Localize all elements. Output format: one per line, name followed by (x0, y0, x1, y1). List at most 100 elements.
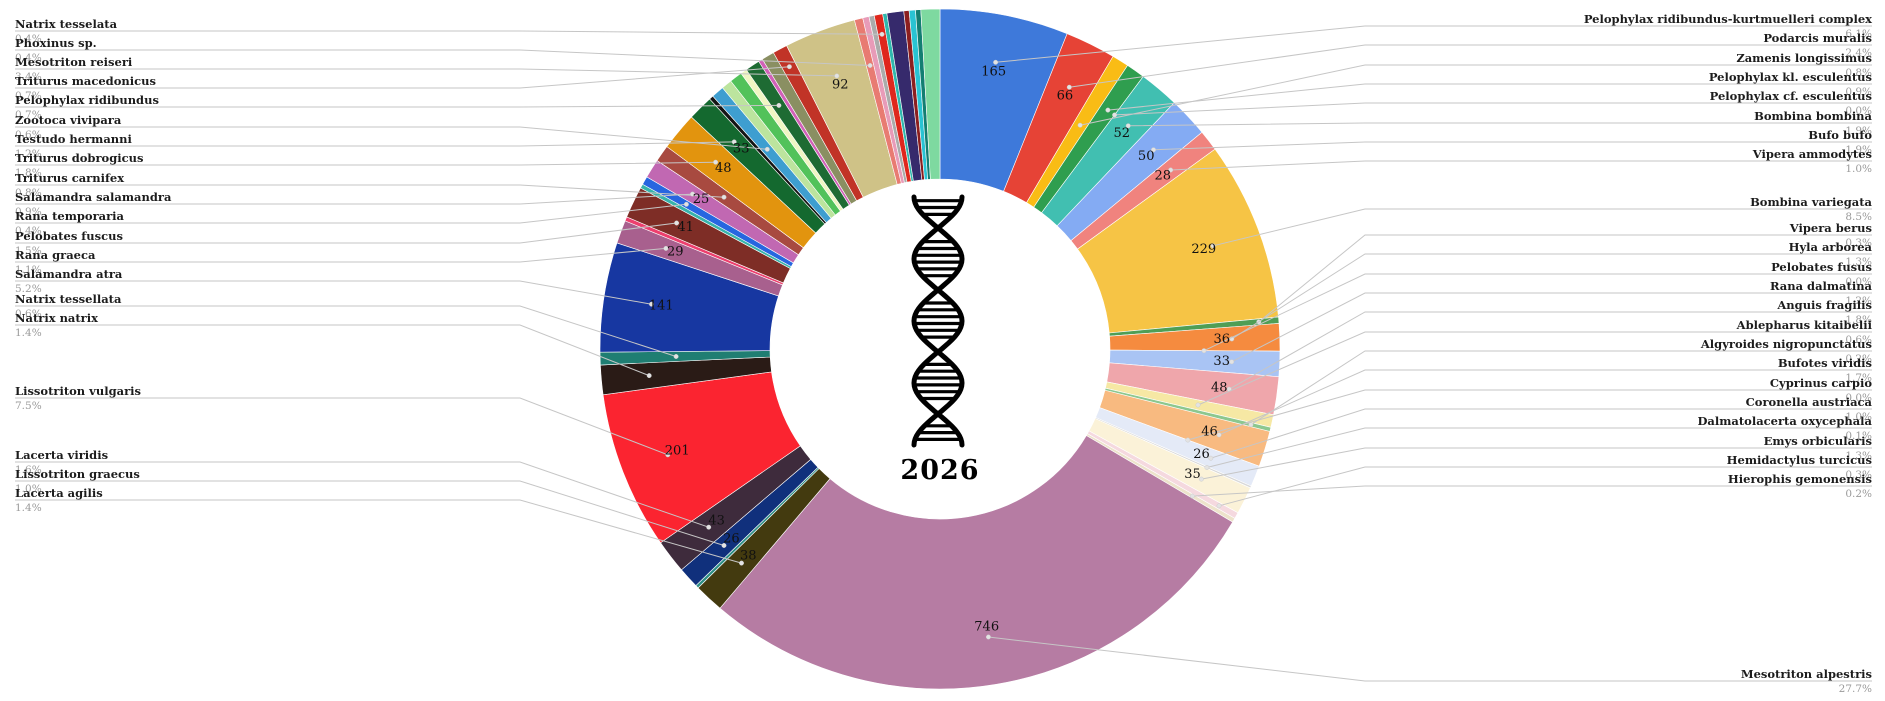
leader-dot (721, 194, 727, 200)
species-callout-label: Ablepharus kitaibelii 0.6% (1368, 319, 1872, 347)
leader-line (1170, 160, 1872, 171)
species-percent: 8.5% (1845, 211, 1872, 223)
species-callout-label: Vipera ammodytes 1.0% (1368, 147, 1872, 176)
slice-count: 48 (715, 161, 732, 176)
leader-dot (1168, 167, 1174, 173)
leader-line (995, 25, 1872, 63)
slice-count: 46 (1201, 424, 1218, 439)
leader-line (15, 480, 725, 546)
species-callout-label: Pelophylax kl. esculentus 0.9% (1368, 70, 1872, 99)
species-name: Salamandra salamandra (15, 190, 172, 204)
species-name: Hyla arborea (1788, 240, 1872, 254)
species-name: Pelobates fusus (1771, 260, 1872, 274)
species-name: Bombina bombina (1754, 109, 1872, 123)
leader-line (1187, 389, 1872, 441)
species-percent: 6.1% (1845, 28, 1872, 40)
species-callout-label: Pelophylax cf. esculentus 0.0% (1368, 89, 1872, 118)
species-name: Zootoca vivipara (15, 113, 122, 127)
leader-dot (1189, 493, 1195, 499)
species-percent: 0.7% (15, 109, 42, 121)
leader-dot (1204, 465, 1210, 470)
species-percent: 5.2% (15, 283, 42, 295)
species-callout-label: Lacerta viridis 1.6% (15, 449, 515, 477)
species-callout-label: Coronella austriaca 1.0% (1368, 396, 1872, 424)
species-percent: 1.1% (15, 264, 42, 276)
species-name: Lissotriton graecus (15, 467, 140, 481)
species-callout-label: Pelobates fusus 0.0% (1368, 260, 1872, 289)
leader-line (1231, 253, 1872, 340)
leader-line (15, 203, 687, 224)
species-percent: 1.0% (1845, 411, 1872, 423)
species-name: Podarcis muralis (1763, 31, 1872, 45)
species-callout-label: Pelophylax ridibundus-kurtmuelleri compl… (1368, 12, 1872, 41)
species-name: Rana dalmatina (1769, 279, 1872, 293)
slice-count: 35 (1184, 467, 1201, 482)
species-name: Pelobates fuscus (15, 229, 123, 243)
slice-count: 52 (1114, 126, 1131, 141)
species-percent: 0.6% (1845, 334, 1872, 346)
species-name: Triturus dobrogicus (15, 151, 144, 165)
slice-count: 29 (667, 244, 684, 259)
species-callout-label: Cyprinus carpio 0.0% (1368, 376, 1872, 405)
leader-dot (1125, 123, 1131, 129)
species-percent: 27.7% (1838, 683, 1872, 695)
slice-count: 36 (1214, 332, 1231, 347)
species-name: Anguis fragilis (1777, 298, 1872, 312)
species-percent: 1.3% (1845, 450, 1872, 462)
species-percent: 0.9% (15, 206, 42, 218)
leader-line (15, 141, 735, 147)
species-percent: 1.3% (1845, 256, 1872, 268)
species-callout-label: Natrix tesselata 0.4% (15, 18, 515, 46)
species-callout-label: Triturus macedonicus 0.7% (15, 75, 515, 103)
species-name: Hemidactylus turcicus (1726, 453, 1872, 467)
species-callout-label: Salamandra salamandra 0.9% (15, 190, 515, 219)
slice-count: 201 (665, 444, 690, 459)
leader-dot (1185, 437, 1191, 443)
species-percent: 0.0% (1845, 105, 1872, 117)
leader-line (15, 222, 677, 244)
leader-dot (706, 524, 712, 530)
leader-dot (1195, 402, 1201, 408)
species-percent: 1.8% (15, 167, 42, 179)
species-name: Zamenis longissimus (1736, 51, 1872, 65)
leader-dot (1151, 147, 1156, 153)
leader-line (15, 461, 709, 528)
leader-line (1197, 331, 1872, 406)
species-name: Lissotriton vulgaris (15, 384, 141, 398)
species-percent: 0.8% (1845, 67, 1872, 79)
species-name: Vipera ammodytes (1752, 147, 1872, 161)
species-name: Lacerta agilis (15, 486, 103, 500)
leader-dot (1201, 348, 1207, 354)
species-callout-label: Hemidactylus turcicus 0.3% (1368, 453, 1872, 482)
species-callout-label: Algyroides nigropunctatus 0.2% (1368, 338, 1872, 366)
leader-dot (1216, 432, 1222, 438)
species-percent: 0.2% (1845, 488, 1872, 500)
leader-line (1206, 427, 1872, 468)
species-callout-label: Testudo hermanni 1.2% (15, 133, 515, 161)
species-percent: 0.0% (1845, 392, 1872, 404)
species-name: Pelophylax kl. esculentus (1708, 70, 1872, 84)
leader-line (15, 184, 725, 198)
leader-dot (683, 201, 689, 207)
leader-line (15, 324, 650, 377)
leader-line (15, 49, 871, 66)
species-percent: 0.3% (1845, 237, 1872, 249)
species-name: Cyprinus carpio (1769, 376, 1872, 390)
species-name: Pelophylax cf. esculentus (1709, 89, 1872, 103)
slice-count: 26 (1193, 447, 1210, 462)
leader-line (15, 161, 716, 166)
species-percent: 1.6% (15, 464, 42, 476)
species-name: Pelophylax ridibundus (15, 93, 159, 107)
species-callout-label: Podarcis muralis 2.4% (1368, 31, 1872, 60)
species-percent: 1.0% (1845, 163, 1872, 175)
species-percent: 0.0% (1845, 276, 1872, 288)
leader-dot (673, 354, 679, 359)
species-percent: 0.4% (15, 225, 42, 237)
species-percent: 0.7% (15, 90, 42, 102)
species-percent: 1.2% (1845, 295, 1872, 307)
species-callout-label: Anguis fragilis 1.8% (1368, 298, 1872, 327)
leader-line (15, 247, 666, 263)
species-name: Pelophylax ridibundus-kurtmuelleri compl… (1583, 12, 1872, 26)
species-name: Rana graeca (15, 248, 96, 262)
leader-dot (649, 301, 654, 307)
